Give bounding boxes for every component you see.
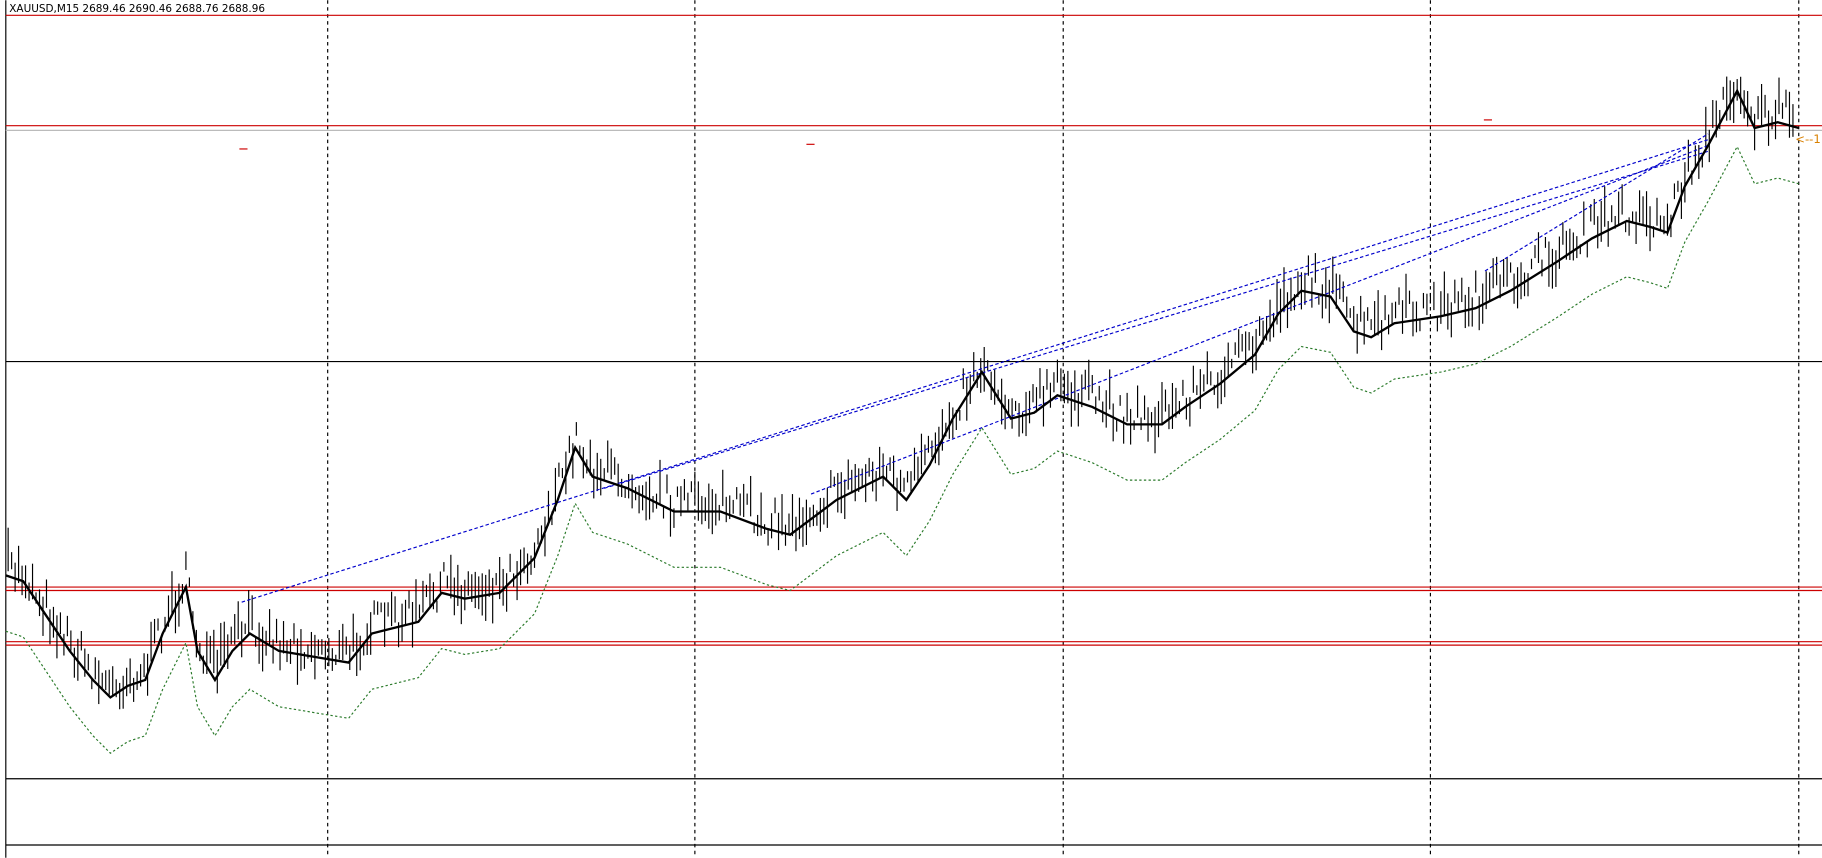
trend-line bbox=[810, 144, 1709, 495]
trend-line bbox=[604, 150, 1709, 489]
symbol-header: XAUUSD,M15 2689.46 2690.46 2688.76 2688.… bbox=[9, 3, 265, 15]
trend-lines bbox=[241, 133, 1709, 603]
vertical-grid bbox=[327, 0, 1800, 858]
trend-line bbox=[1484, 133, 1709, 272]
moving-average bbox=[5, 88, 1800, 699]
price-tag: <--1 bbox=[1795, 132, 1820, 146]
lower-band bbox=[5, 145, 1799, 754]
small-markers bbox=[239, 119, 1492, 150]
candles bbox=[7, 76, 1794, 710]
trend-line bbox=[241, 139, 1709, 603]
